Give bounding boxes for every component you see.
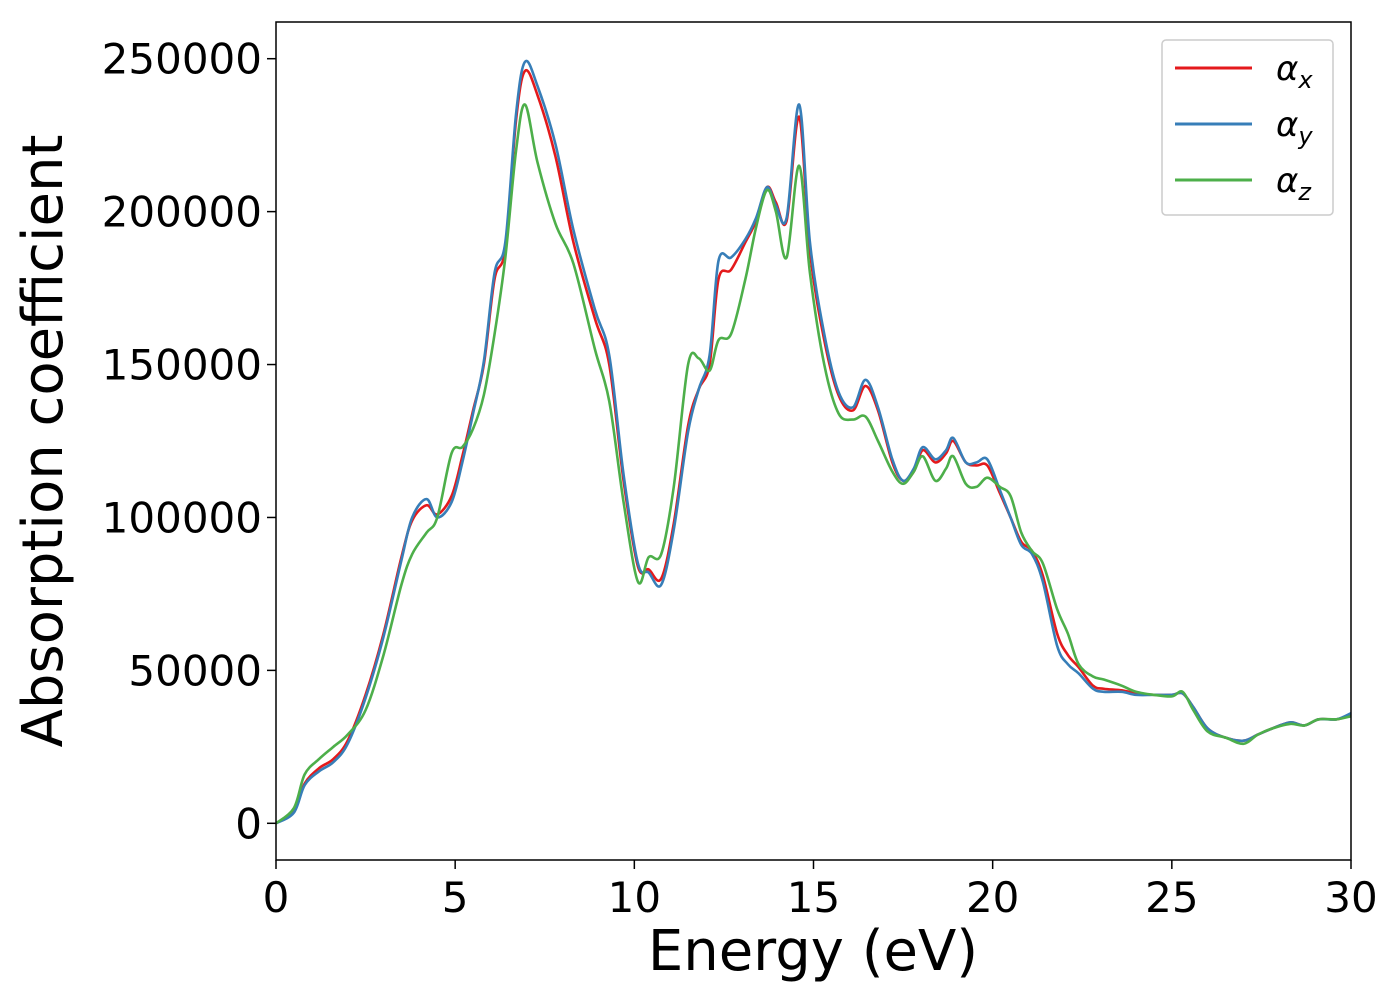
x-tick-label: 25 xyxy=(1145,873,1198,922)
x-tick-label: 20 xyxy=(966,873,1019,922)
x-axis-title: Energy (eV) xyxy=(648,919,978,984)
legend-label: αx xyxy=(1276,49,1313,94)
series-layer xyxy=(276,59,1351,825)
y-tick-label: 0 xyxy=(235,799,262,848)
legend-label: αz xyxy=(1276,161,1312,206)
y-tick-label: 200000 xyxy=(102,188,262,237)
legend-box xyxy=(1161,39,1334,216)
x-tick-label: 0 xyxy=(263,873,290,922)
series-line-alpha-z xyxy=(276,103,1351,825)
y-tick-label: 100000 xyxy=(102,493,262,542)
x-tick-label: 5 xyxy=(442,873,469,922)
legend: αx αy αz xyxy=(1161,39,1334,216)
legend-label: αy xyxy=(1276,105,1313,150)
x-tick-label: 10 xyxy=(608,873,661,922)
x-axis: 0 5 10 15 20 25 30 xyxy=(263,860,1378,922)
series-line-alpha-y xyxy=(276,59,1351,825)
y-axis: 0 50000 100000 150000 200000 250000 xyxy=(102,35,276,848)
x-tick-label: 30 xyxy=(1324,873,1377,922)
y-tick-label: 250000 xyxy=(102,35,262,84)
y-axis-title: Absorption coefficient xyxy=(11,135,76,748)
y-tick-label: 150000 xyxy=(102,341,262,390)
y-tick-label: 50000 xyxy=(128,646,262,695)
x-tick-label: 15 xyxy=(787,873,840,922)
